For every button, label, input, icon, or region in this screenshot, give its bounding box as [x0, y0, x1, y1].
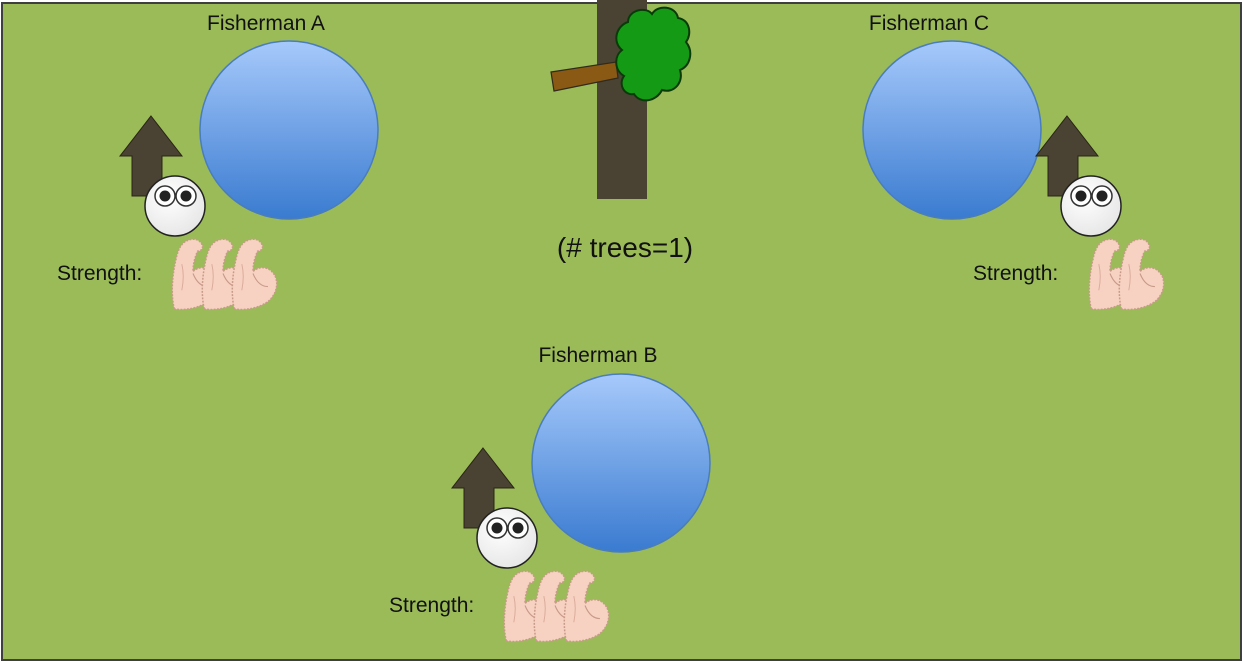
fisherman-b-name: Fisherman B	[538, 344, 658, 367]
fisherman-c-name: Fisherman C	[868, 12, 990, 35]
fisherman-a	[118, 40, 379, 311]
face-icon	[476, 507, 538, 569]
tree	[550, 0, 692, 199]
fisherman-a-strength-label: Strength:	[57, 262, 143, 285]
fisherman-a-name: Fisherman A	[207, 12, 325, 35]
face-icon	[1060, 175, 1122, 237]
pond-icon	[199, 40, 379, 220]
pond-icon	[862, 40, 1042, 220]
fisherman-b-strength-label: Strength:	[389, 594, 475, 617]
strength-meter-b	[503, 570, 610, 643]
strength-meter-a	[171, 238, 278, 311]
tree-branch-icon	[550, 61, 619, 92]
fisherman-b	[450, 373, 711, 643]
face-icon	[144, 175, 206, 237]
fisherman-c-strength-label: Strength:	[973, 262, 1059, 285]
pond-icon	[531, 373, 711, 553]
tree-canopy-icon	[615, 6, 692, 102]
fisherman-c	[862, 40, 1165, 311]
tree-count-label: (# trees=1)	[556, 232, 694, 263]
